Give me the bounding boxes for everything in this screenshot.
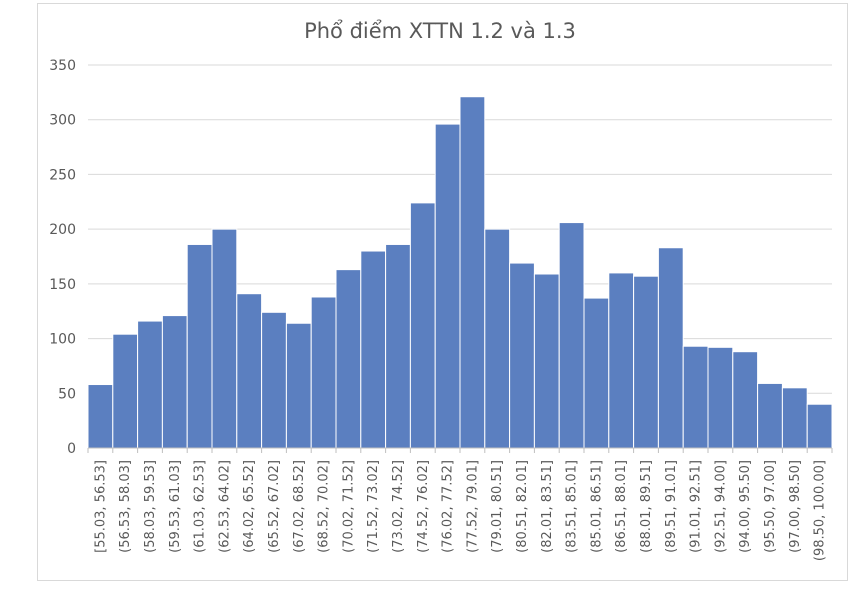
bar xyxy=(806,403,833,449)
bar xyxy=(509,262,535,449)
bar xyxy=(236,293,263,449)
x-tick-label: (83.51, 85.01] xyxy=(565,460,580,553)
y-tick-labels: 0 50 100 150 200 250 300 350 xyxy=(49,58,76,457)
x-tick-label: (91.01, 92.51] xyxy=(689,460,704,553)
x-tick-label: (86.51, 88.01] xyxy=(614,460,629,553)
bar xyxy=(533,273,560,449)
y-tick-label: 350 xyxy=(49,58,76,74)
x-tick-label: (77.52, 79.01] xyxy=(465,460,480,553)
x-tick-label: (76.02, 77.52] xyxy=(441,460,456,553)
x-tick-label: (68.52, 70.02] xyxy=(317,460,332,553)
x-tick-label: (80.51, 82.01] xyxy=(515,460,530,553)
x-tick-label: (92.51, 94.00] xyxy=(713,460,728,553)
x-tick-label: (88.01, 89.51] xyxy=(639,460,654,553)
x-tick-label: (74.52, 76.02] xyxy=(416,460,431,553)
bar xyxy=(608,272,635,449)
y-tick-label: 50 xyxy=(58,386,76,402)
y-tick-label: 150 xyxy=(49,277,76,293)
bar xyxy=(161,315,188,449)
bar xyxy=(558,222,585,449)
x-tick-label: (64.02, 65.52] xyxy=(242,460,257,553)
x-tick-label: (85.01, 86.51] xyxy=(589,460,604,553)
x-tick-label: (71.52, 73.02] xyxy=(366,460,381,553)
bars xyxy=(87,96,833,449)
y-tick-label: 100 xyxy=(49,332,76,348)
bar xyxy=(657,247,684,449)
bar xyxy=(360,250,387,449)
bar xyxy=(112,333,139,449)
bar xyxy=(310,296,337,449)
bar xyxy=(732,351,759,449)
x-tick-label: (79.01, 80.51] xyxy=(490,460,505,553)
x-tick-label: (65.52, 67.02] xyxy=(267,460,282,553)
bar xyxy=(583,297,610,449)
x-tick-label: (98.50, 100.00] xyxy=(813,460,828,561)
bar xyxy=(261,311,287,449)
axes xyxy=(87,447,833,453)
x-tick-label: (70.02, 71.52] xyxy=(341,460,356,553)
bar xyxy=(385,243,411,449)
bar xyxy=(757,382,783,449)
x-tick-label: (89.51, 91.01] xyxy=(664,460,679,553)
y-tick-label: 300 xyxy=(49,113,76,129)
y-tick-label: 200 xyxy=(49,222,76,238)
x-tick-label: (73.02, 74.52] xyxy=(391,460,406,553)
x-tick-label: (97.00, 98.50] xyxy=(788,460,803,553)
x-tick-label: (61.03, 62.53] xyxy=(193,460,208,553)
y-tick-label: 250 xyxy=(49,167,76,183)
x-tick-label: (58.03, 59.53] xyxy=(143,460,158,553)
bar xyxy=(707,346,734,449)
bar xyxy=(434,123,461,449)
x-tick-label: (62.53, 64.02] xyxy=(217,460,232,553)
x-tick-label: (82.01, 83.51] xyxy=(540,460,555,553)
bar xyxy=(682,345,709,449)
x-tick-label: [55.03, 56.53] xyxy=(93,460,108,553)
bar xyxy=(186,243,213,449)
x-tick-label: (56.53, 58.03] xyxy=(118,460,133,553)
x-tick-labels: [55.03, 56.53] (56.53, 58.03] (58.03, 59.5… xyxy=(93,460,827,561)
bar xyxy=(459,96,486,449)
x-tick-label: (67.02, 68.52] xyxy=(292,460,307,553)
bar xyxy=(211,228,238,449)
y-tick-label: 0 xyxy=(67,441,76,457)
bar xyxy=(781,387,808,449)
bar xyxy=(137,320,163,449)
x-tick-label: (59.53, 61.03] xyxy=(168,460,183,553)
x-tick-label: (94.00, 95.50] xyxy=(738,460,753,553)
bar xyxy=(335,269,362,449)
bar xyxy=(484,228,511,449)
chart-title: Phổ điểm XTTN 1.2 và 1.3 xyxy=(304,19,576,43)
bar xyxy=(285,322,312,449)
bar xyxy=(87,384,114,449)
bar xyxy=(633,275,659,449)
bar xyxy=(409,202,436,449)
x-tick-label: (95.50, 97.00] xyxy=(763,460,778,553)
